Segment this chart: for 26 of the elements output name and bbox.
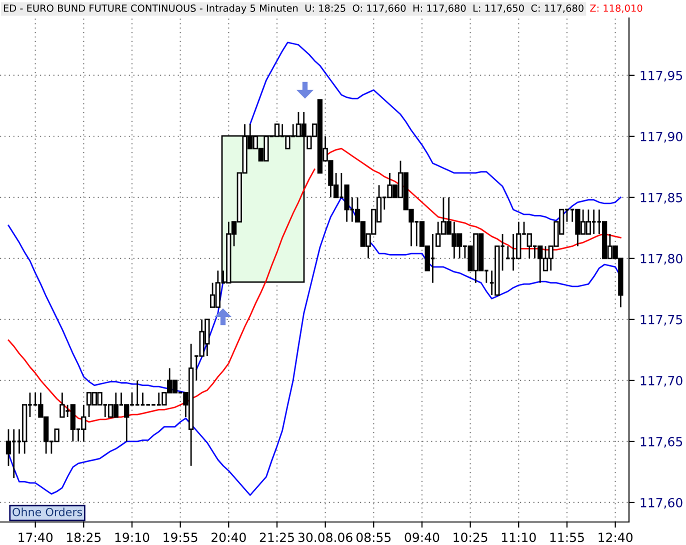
x-tick-label: 11:10 (502, 532, 536, 542)
annotation: Ohne Orders (12, 508, 82, 516)
x-tick-label: 09:40 (404, 532, 440, 542)
x-tick-label: 30.08.06 (298, 532, 352, 542)
y-tick-label: 117,75 (640, 315, 682, 326)
candlestick (6, 428, 12, 467)
x-tick-label: 19:10 (115, 532, 150, 542)
y-tick-label: 117,70 (640, 376, 682, 387)
y-tick-label: 117,90 (640, 132, 682, 143)
x-tick-label: 19:55 (164, 532, 198, 542)
x-tick-label: 12:40 (598, 532, 632, 542)
x-tick-label: 08:55 (356, 532, 391, 542)
chart-subtitle: Z: 118,010 (590, 4, 642, 13)
y-tick-label: 117,95 (640, 70, 682, 82)
x-tick-label: 21:25 (260, 532, 294, 542)
y-tick-label: 117,60 (640, 498, 682, 509)
candlestick (505, 246, 511, 260)
y-tick-label: 117,65 (640, 436, 682, 448)
x-tick-label: 18:25 (67, 532, 101, 542)
y-tick-label: 117,80 (640, 254, 682, 265)
y-tick-label: 117,85 (640, 192, 682, 204)
x-tick-label: 11:55 (550, 532, 584, 542)
chart-title: ED - EURO BUND FUTURE CONTINUOUS - Intraday 5 Minuten U: 18:25 O: 117,660 H: 117,680 L: 117,650 C: 117,680 (4, 4, 584, 14)
x-tick-label: 10:25 (454, 532, 488, 542)
x-tick-label: 20:40 (212, 532, 246, 542)
x-tick-label: 17:40 (18, 532, 53, 542)
